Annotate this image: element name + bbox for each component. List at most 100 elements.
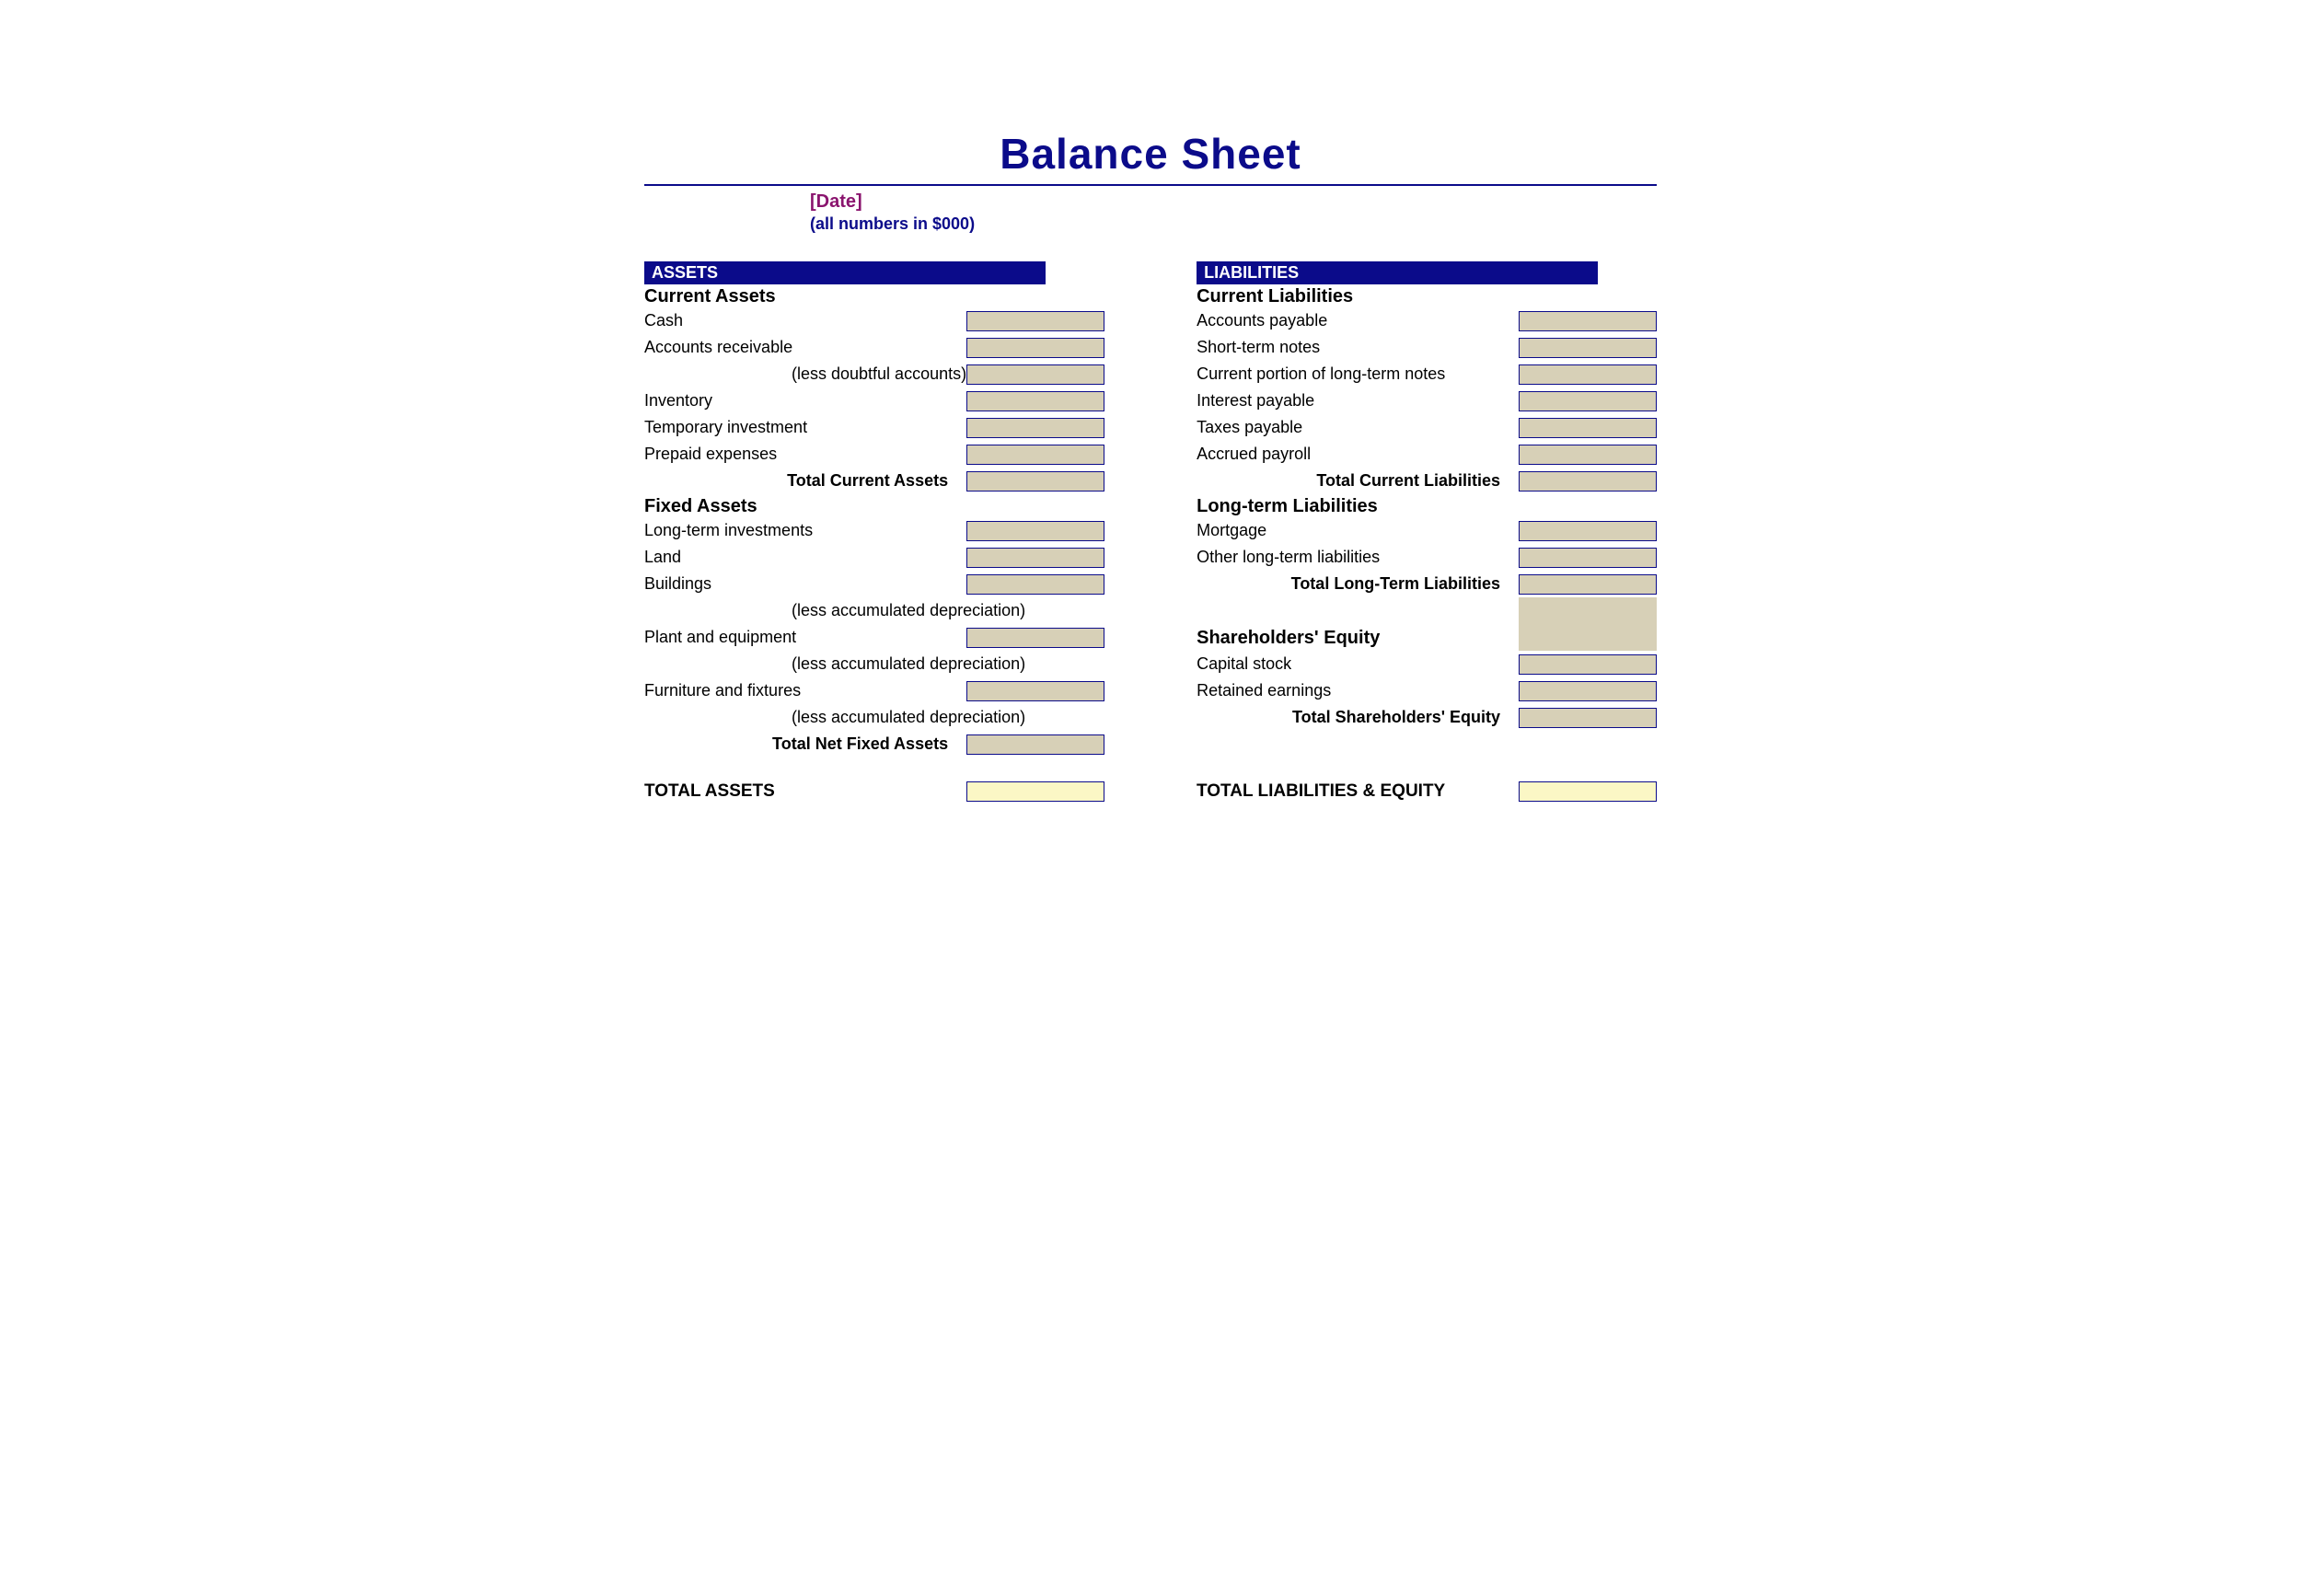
current-asset-value[interactable]	[966, 364, 1104, 385]
current-liability-value[interactable]	[1519, 391, 1657, 411]
fixed-asset-row: (less accumulated depreciation)	[644, 651, 1104, 677]
total-fixed-assets-row: Total Net Fixed Assets	[644, 731, 1104, 758]
date-placeholder: [Date]	[810, 191, 1657, 213]
fixed-asset-row: (less accumulated depreciation)	[644, 704, 1104, 731]
fixed-asset-label: Buildings	[644, 574, 966, 594]
current-assets-heading: Current Assets	[644, 286, 1104, 307]
fixed-asset-value[interactable]	[966, 521, 1104, 541]
total-current-liabilities-row: Total Current Liabilities	[1197, 468, 1657, 494]
fixed-asset-value[interactable]	[966, 574, 1104, 595]
current-asset-row: (less doubtful accounts)	[644, 361, 1104, 387]
current-liability-row: Accounts payable	[1197, 307, 1657, 334]
total-fixed-assets-label: Total Net Fixed Assets	[644, 734, 966, 754]
totals-row: TOTAL ASSETS TOTAL LIABILITIES & EQUITY	[644, 781, 1657, 802]
fixed-asset-label: (less accumulated depreciation)	[644, 654, 1104, 674]
current-asset-label: Accounts receivable	[644, 338, 966, 357]
longterm-liability-label: Other long-term liabilities	[1197, 548, 1519, 567]
longterm-liability-label: Mortgage	[1197, 521, 1519, 540]
current-asset-value[interactable]	[966, 418, 1104, 438]
liabilities-header: LIABILITIES	[1197, 261, 1598, 284]
current-asset-value[interactable]	[966, 311, 1104, 331]
current-liability-label: Interest payable	[1197, 391, 1519, 411]
current-asset-value[interactable]	[966, 445, 1104, 465]
fixed-asset-label: Furniture and fixtures	[644, 681, 966, 700]
total-equity-label: Total Shareholders' Equity	[1197, 708, 1519, 727]
current-liability-value[interactable]	[1519, 364, 1657, 385]
longterm-liability-row: Mortgage	[1197, 517, 1657, 544]
current-asset-label: (less doubtful accounts)	[644, 364, 966, 384]
title-rule	[644, 184, 1657, 186]
fixed-asset-row: Land	[644, 544, 1104, 571]
fixed-asset-label: Plant and equipment	[644, 628, 966, 647]
total-assets-value[interactable]	[966, 781, 1104, 802]
current-liabilities-list: Accounts payable Short-term notes Current …	[1197, 307, 1657, 468]
fixed-assets-heading: Fixed Assets	[644, 496, 1104, 517]
total-liab-equity-value[interactable]	[1519, 781, 1657, 802]
fixed-asset-label: (less accumulated depreciation)	[644, 601, 1104, 620]
current-asset-value[interactable]	[966, 338, 1104, 358]
current-asset-row: Cash	[644, 307, 1104, 334]
current-liability-row: Accrued payroll	[1197, 441, 1657, 468]
current-liability-value[interactable]	[1519, 311, 1657, 331]
fixed-asset-label: (less accumulated depreciation)	[644, 708, 1104, 727]
total-longterm-liabilities-value[interactable]	[1519, 574, 1657, 595]
fixed-asset-row: Plant and equipment	[644, 624, 1104, 651]
current-asset-label: Prepaid expenses	[644, 445, 966, 464]
total-assets-row: TOTAL ASSETS	[644, 781, 1104, 802]
fixed-asset-value[interactable]	[966, 548, 1104, 568]
assets-column: ASSETS Current Assets CashAccounts recei…	[644, 261, 1104, 758]
total-current-liabilities-value[interactable]	[1519, 471, 1657, 492]
current-assets-list: Cash Accounts receivable (less doubtful ac…	[644, 307, 1104, 468]
fixed-asset-label: Long-term investments	[644, 521, 966, 540]
longterm-liability-value[interactable]	[1519, 521, 1657, 541]
current-asset-label: Temporary investment	[644, 418, 966, 437]
current-liability-row: Current portion of long-term notes	[1197, 361, 1657, 387]
fixed-asset-value[interactable]	[966, 681, 1104, 701]
balance-sheet-page: Balance Sheet [Date] (all numbers in $00…	[644, 129, 1657, 802]
total-liab-equity-label: TOTAL LIABILITIES & EQUITY	[1197, 781, 1519, 802]
current-asset-row: Accounts receivable	[644, 334, 1104, 361]
fixed-asset-row: (less accumulated depreciation)	[644, 597, 1104, 624]
current-asset-label: Inventory	[644, 391, 966, 411]
equity-heading-row: Shareholders' Equity	[1197, 624, 1657, 651]
equity-item-value[interactable]	[1519, 654, 1657, 675]
current-asset-label: Cash	[644, 311, 966, 330]
equity-item-value[interactable]	[1519, 681, 1657, 701]
fixed-asset-row: Buildings	[644, 571, 1104, 597]
current-liability-row: Taxes payable	[1197, 414, 1657, 441]
longterm-liabilities-heading: Long-term Liabilities	[1197, 496, 1657, 517]
fixed-asset-row: Long-term investments	[644, 517, 1104, 544]
total-equity-row: Total Shareholders' Equity	[1197, 704, 1657, 731]
current-asset-row: Prepaid expenses	[644, 441, 1104, 468]
current-asset-value[interactable]	[966, 391, 1104, 411]
equity-item-row: Retained earnings	[1197, 677, 1657, 704]
longterm-liability-value[interactable]	[1519, 548, 1657, 568]
total-longterm-liabilities-row: Total Long-Term Liabilities	[1197, 571, 1657, 597]
total-fixed-assets-value[interactable]	[966, 734, 1104, 755]
equity-item-label: Capital stock	[1197, 654, 1519, 674]
current-liability-label: Accrued payroll	[1197, 445, 1519, 464]
total-current-assets-value[interactable]	[966, 471, 1104, 492]
current-liability-value[interactable]	[1519, 338, 1657, 358]
fixed-asset-row: Furniture and fixtures	[644, 677, 1104, 704]
equity-item-row: Capital stock	[1197, 651, 1657, 677]
total-current-assets-row: Total Current Assets	[644, 468, 1104, 494]
fixed-asset-value[interactable]	[966, 628, 1104, 648]
current-liability-label: Taxes payable	[1197, 418, 1519, 437]
fixed-assets-list: Long-term investments Land Buildings (less …	[644, 517, 1104, 731]
current-liability-label: Short-term notes	[1197, 338, 1519, 357]
current-liabilities-heading: Current Liabilities	[1197, 286, 1657, 307]
current-asset-row: Inventory	[644, 387, 1104, 414]
current-liability-row: Short-term notes	[1197, 334, 1657, 361]
total-current-liabilities-label: Total Current Liabilities	[1197, 471, 1519, 491]
equity-list: Capital stock Retained earnings	[1197, 651, 1657, 704]
total-equity-value[interactable]	[1519, 708, 1657, 728]
current-liability-label: Current portion of long-term notes	[1197, 364, 1519, 384]
units-note: (all numbers in $000)	[810, 214, 1657, 234]
current-liability-value[interactable]	[1519, 418, 1657, 438]
total-current-assets-label: Total Current Assets	[644, 471, 966, 491]
current-liability-value[interactable]	[1519, 445, 1657, 465]
longterm-liabilities-list: Mortgage Other long-term liabilities	[1197, 517, 1657, 571]
total-assets-label: TOTAL ASSETS	[644, 781, 966, 802]
total-longterm-liabilities-label: Total Long-Term Liabilities	[1197, 574, 1519, 594]
